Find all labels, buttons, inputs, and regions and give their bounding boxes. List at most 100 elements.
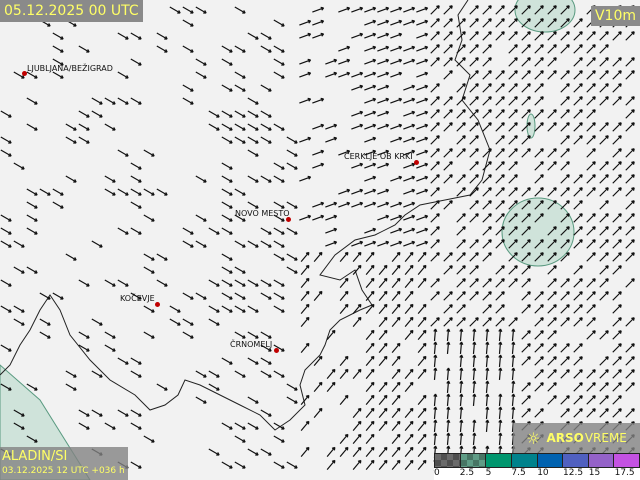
wind-arrow (260, 136, 272, 144)
wind-arrow (221, 188, 233, 196)
wind-arrow (459, 419, 464, 433)
wind-arrow (364, 123, 377, 130)
wind-arrow (65, 253, 77, 261)
wind-arrow (234, 279, 246, 287)
wind-arrow (299, 32, 312, 39)
wind-arrow (521, 70, 531, 80)
wind-arrow (300, 342, 310, 353)
wind-arrow (456, 96, 466, 106)
wind-arrow (521, 109, 531, 119)
wind-arrow (456, 304, 466, 314)
wind-arrow (560, 239, 570, 249)
wind-arrow (234, 45, 246, 53)
wind-arrow (560, 343, 570, 353)
wind-arrow (339, 433, 349, 444)
wind-arrow (391, 368, 401, 379)
wind-arrow (260, 227, 272, 235)
wind-arrow (586, 317, 596, 327)
wind-arrow (469, 57, 479, 67)
wind-arrow (430, 161, 440, 171)
wind-arrow (104, 344, 116, 352)
wind-arrow (612, 57, 622, 67)
wind-arrow (534, 70, 544, 80)
wind-arrow (521, 304, 531, 314)
wind-arrow (338, 58, 351, 65)
wind-arrow (573, 395, 583, 405)
wind-arrow (547, 343, 557, 353)
wind-arrow (586, 304, 596, 314)
wind-arrow (599, 187, 609, 197)
wind-arrow (456, 83, 466, 93)
wind-arrow (586, 161, 596, 171)
wind-arrow (511, 393, 516, 407)
wind-arrow (456, 44, 466, 54)
wind-arrow (234, 240, 246, 248)
wind-arrow (273, 214, 285, 222)
wind-arrow (482, 96, 492, 106)
wind-arrow (586, 44, 596, 54)
wind-arrow (459, 393, 464, 407)
wind-arrow (377, 214, 390, 221)
wind-arrow (472, 367, 477, 381)
wind-arrow (430, 278, 440, 288)
wind-arrow (364, 6, 377, 13)
wind-arrow (26, 435, 38, 443)
wind-arrow (104, 279, 116, 287)
wind-arrow (612, 330, 622, 340)
wind-arrow (472, 380, 477, 394)
wind-arrow (560, 200, 570, 210)
wind-arrow (403, 19, 416, 26)
wind-arrow (364, 97, 377, 104)
wind-arrow (130, 97, 142, 105)
wind-arrow (586, 213, 596, 223)
wind-arrow (498, 341, 503, 355)
wind-arrow (234, 292, 246, 300)
wind-arrow (547, 395, 557, 405)
wind-arrow (511, 367, 516, 381)
wind-arrow (404, 303, 414, 314)
wind-arrow (378, 290, 388, 301)
wind-arrow (365, 277, 375, 288)
wind-arrow (625, 252, 635, 262)
wind-arrow (390, 19, 403, 26)
wind-arrow (143, 188, 155, 196)
wind-arrow (364, 71, 377, 78)
wind-arrow (338, 71, 351, 78)
wind-arrow (417, 264, 427, 275)
wind-area-patch (514, 0, 576, 33)
wind-arrow (612, 213, 622, 223)
wind-arrow (300, 446, 310, 457)
wind-arrow (390, 214, 403, 221)
wind-arrow (573, 291, 583, 301)
wind-arrow (599, 278, 609, 288)
wind-arrow (39, 331, 51, 339)
wind-arrow (508, 5, 518, 15)
wind-arrow (508, 265, 518, 275)
wind-arrow (234, 266, 246, 274)
wind-arrow (234, 188, 246, 196)
wind-arrow (273, 422, 285, 430)
wind-arrow (352, 407, 362, 418)
wind-arrow (143, 214, 155, 222)
wind-arrow (495, 96, 505, 106)
wind-arrow (599, 31, 609, 41)
wind-arrow (433, 432, 438, 446)
wind-arrow (495, 291, 505, 301)
wind-arrow (433, 419, 438, 433)
wind-arrow (364, 162, 377, 169)
wind-arrow (351, 162, 364, 169)
wind-arrow (625, 226, 635, 236)
wind-arrow (169, 318, 181, 326)
wind-arrow (443, 44, 453, 54)
wind-arrow (534, 161, 544, 171)
wind-arrow (417, 251, 427, 262)
wind-arrow (352, 459, 362, 470)
wind-arrow (547, 187, 557, 197)
wind-arrow (260, 45, 272, 53)
wind-arrow (573, 122, 583, 132)
wind-arrow (364, 19, 377, 26)
wind-arrow (560, 187, 570, 197)
wind-arrow (417, 368, 427, 379)
wind-arrow (104, 123, 116, 131)
wind-arrow (286, 201, 298, 209)
